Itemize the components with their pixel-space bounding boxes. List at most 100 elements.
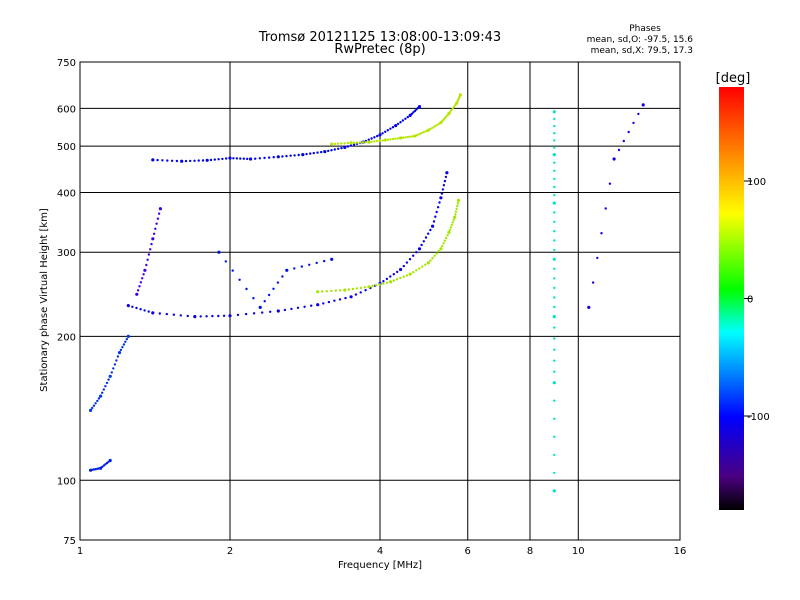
scatter-point xyxy=(553,193,556,197)
scatter-point xyxy=(172,313,175,316)
scatter-point xyxy=(285,154,288,158)
scatter-point xyxy=(101,391,104,394)
scatter-point xyxy=(149,248,152,251)
scatter-point xyxy=(143,268,147,272)
scatter-point xyxy=(310,304,313,307)
scatter-point xyxy=(381,132,384,135)
scatter-point xyxy=(269,310,272,313)
scatter-point xyxy=(447,230,451,234)
scatter-point xyxy=(102,464,106,467)
scatter-point xyxy=(608,182,612,185)
scatter-point xyxy=(141,277,144,280)
scatter-point xyxy=(412,254,415,257)
scatter-point xyxy=(394,137,397,140)
scatter-point xyxy=(145,263,148,267)
scatter-point xyxy=(553,211,556,214)
scatter-point xyxy=(553,220,556,223)
scatter-point xyxy=(445,236,448,240)
scatter-point xyxy=(340,146,343,150)
scatter-point xyxy=(437,249,440,253)
scatter-point xyxy=(386,138,390,141)
scatter-point xyxy=(452,105,456,108)
scatter-point xyxy=(112,367,115,370)
scatter-point xyxy=(352,141,356,144)
scatter-point xyxy=(553,471,556,475)
scatter-point xyxy=(410,112,413,116)
scatter-point xyxy=(101,465,104,469)
scatter-point xyxy=(434,215,437,218)
scatter-point xyxy=(552,110,556,114)
scatter-point xyxy=(108,374,112,378)
scatter-point xyxy=(135,306,138,310)
scatter-point xyxy=(228,156,232,160)
scatter-point xyxy=(139,308,142,311)
x-tick-label: 10 xyxy=(572,546,585,557)
scatter-point xyxy=(371,284,374,288)
scatter-point xyxy=(376,134,379,138)
scatter-point xyxy=(452,218,455,221)
scatter-point xyxy=(197,159,200,162)
scatter-point xyxy=(412,271,415,274)
scatter-point xyxy=(415,251,418,254)
scatter-point xyxy=(378,133,382,137)
scatter-point xyxy=(276,281,280,284)
scatter-point xyxy=(201,159,205,162)
scatter-point xyxy=(104,385,107,388)
scatter-point xyxy=(136,289,140,292)
scatter-point xyxy=(337,142,340,145)
scatter-point xyxy=(373,140,376,143)
y-axis-label: Stationary phase Virtual Height [km] xyxy=(39,208,50,392)
scatter-point xyxy=(113,363,117,366)
scatter-point xyxy=(422,240,425,243)
scatter-point xyxy=(429,228,432,232)
scatter-point xyxy=(553,417,556,420)
scatter-point xyxy=(552,315,556,319)
scatter-point xyxy=(217,314,220,318)
scatter-point xyxy=(166,159,169,162)
scatter-point xyxy=(351,287,355,291)
x-axis-label: Frequency [MHz] xyxy=(338,560,422,571)
scatter-point xyxy=(600,232,603,235)
scatter-point xyxy=(151,158,155,162)
colorbar-tick-label: 0 xyxy=(747,295,753,306)
x-tick-label: 8 xyxy=(527,546,533,557)
scatter-point xyxy=(316,290,320,294)
scatter-point xyxy=(421,265,424,268)
scatter-point xyxy=(424,130,428,133)
scatter-point xyxy=(154,227,157,230)
y-tick-label: 300 xyxy=(57,248,76,259)
scatter-point xyxy=(303,305,306,308)
stats-header: Phases xyxy=(629,24,661,34)
scatter-point xyxy=(254,157,257,160)
scatter-point xyxy=(454,210,458,213)
scatter-point xyxy=(92,404,96,407)
scatter-point xyxy=(553,305,556,309)
scatter-point xyxy=(429,259,432,262)
scatter-point xyxy=(444,175,448,179)
scatter-point xyxy=(553,296,556,299)
scatter-point xyxy=(305,152,308,156)
scatter-point xyxy=(131,305,134,308)
scatter-point xyxy=(553,169,556,172)
scatter-point xyxy=(418,132,421,136)
scatter-point xyxy=(364,141,368,144)
scatter-point xyxy=(375,139,379,143)
scatter-point xyxy=(426,128,430,132)
scatter-point xyxy=(454,213,457,216)
scatter-point xyxy=(641,103,645,107)
scatter-point xyxy=(591,281,595,284)
scatter-point xyxy=(373,136,376,139)
scatter-point xyxy=(157,212,161,215)
scatter-point xyxy=(267,156,271,159)
x-tick-label: 4 xyxy=(377,546,383,557)
scatter-point xyxy=(91,406,94,410)
scatter-point xyxy=(385,277,389,281)
scatter-point xyxy=(389,138,392,141)
scatter-point xyxy=(363,286,367,289)
scatter-point xyxy=(378,139,382,142)
scatter-point xyxy=(325,290,328,293)
scatter-point xyxy=(193,315,197,319)
scatter-point xyxy=(355,141,359,144)
colorbar xyxy=(719,87,744,510)
scatter-point xyxy=(450,108,453,112)
